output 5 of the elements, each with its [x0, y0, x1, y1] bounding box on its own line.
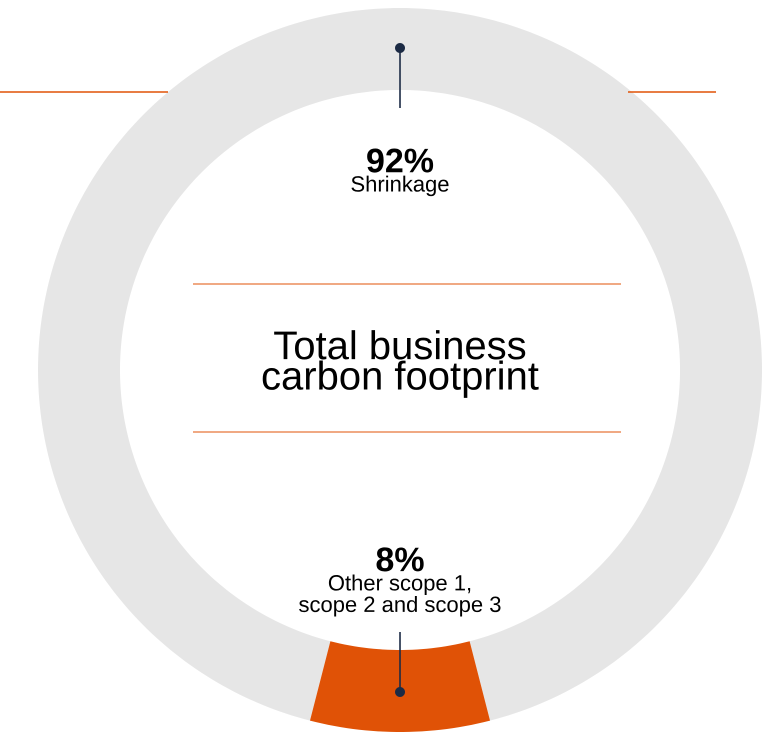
- slice-label: Other scope 1, scope 2 and scope 3: [299, 574, 501, 616]
- slice-label: Shrinkage: [351, 176, 449, 196]
- text: Total business carbon footprint: [262, 330, 539, 398]
- data-label: 92%: [367, 148, 434, 173]
- data-label: 8%: [376, 547, 424, 572]
